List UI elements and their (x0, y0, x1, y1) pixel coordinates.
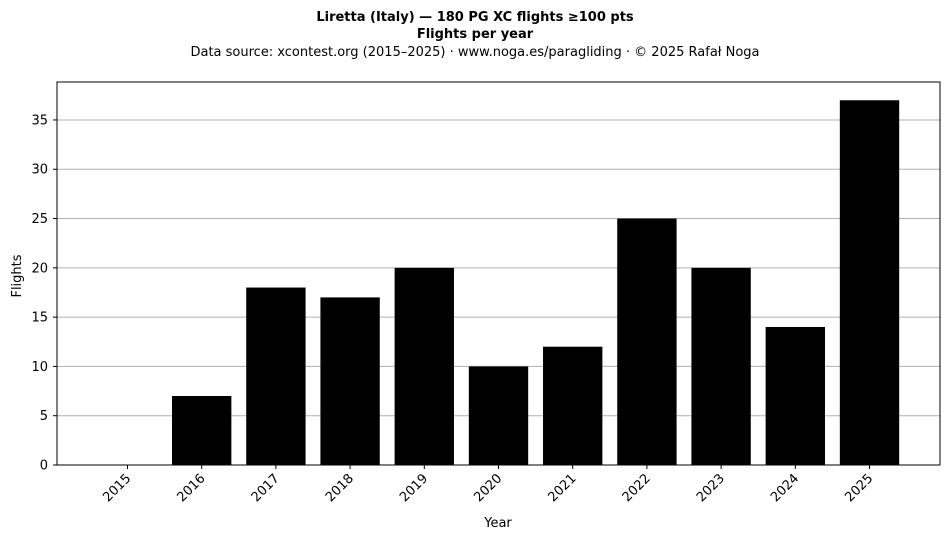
bars (172, 100, 900, 465)
x-tick-label: 2018 (323, 471, 357, 505)
y-tick-label: 15 (31, 311, 48, 326)
bar-2023 (691, 267, 751, 465)
x-tick-label: 2016 (175, 471, 209, 505)
y-tick-label: 20 (31, 261, 48, 276)
bar-2018 (320, 297, 380, 465)
x-tick-label: 2025 (842, 471, 876, 505)
chart-title: Liretta (Italy) — 180 PG XC flights ≥100… (316, 10, 634, 25)
chart-subtitle: Data source: xcontest.org (2015–2025) · … (190, 45, 759, 60)
bar-2024 (765, 326, 825, 465)
x-tick-label: 2021 (546, 471, 580, 505)
bar-2025 (839, 100, 900, 465)
bar-2016 (172, 395, 232, 465)
bar-2022 (617, 218, 677, 465)
y-axis-ticks: 0 5 10 15 20 25 30 35 (31, 113, 57, 474)
x-tick-label: 2024 (768, 471, 802, 505)
y-tick-label: 35 (31, 113, 48, 128)
x-tick-label: 2019 (397, 471, 431, 505)
y-tick-label: 5 (40, 409, 48, 424)
y-axis-label: Flights (10, 254, 25, 297)
chart-title-line2: Flights per year (417, 27, 534, 42)
x-tick-label: 2023 (694, 471, 728, 505)
x-tick-label: 2015 (100, 471, 134, 505)
plot-frame (56, 81, 941, 466)
bar-2017 (246, 287, 306, 465)
bar-2019 (394, 267, 454, 465)
bar-2020 (468, 366, 529, 465)
x-axis-ticks: 2015 2016 2017 2018 2019 2020 2021 2022 2023 2024… (100, 465, 876, 505)
y-tick-label: 10 (31, 360, 48, 375)
bar-2021 (543, 346, 603, 465)
x-tick-label: 2017 (249, 471, 283, 505)
x-axis-label: Year (483, 516, 512, 531)
x-tick-label: 2022 (620, 471, 654, 505)
y-tick-label: 25 (31, 212, 48, 227)
gridlines (57, 119, 940, 417)
x-tick-label: 2020 (471, 471, 505, 505)
y-tick-label: 0 (40, 459, 48, 474)
y-tick-label: 30 (31, 163, 48, 178)
